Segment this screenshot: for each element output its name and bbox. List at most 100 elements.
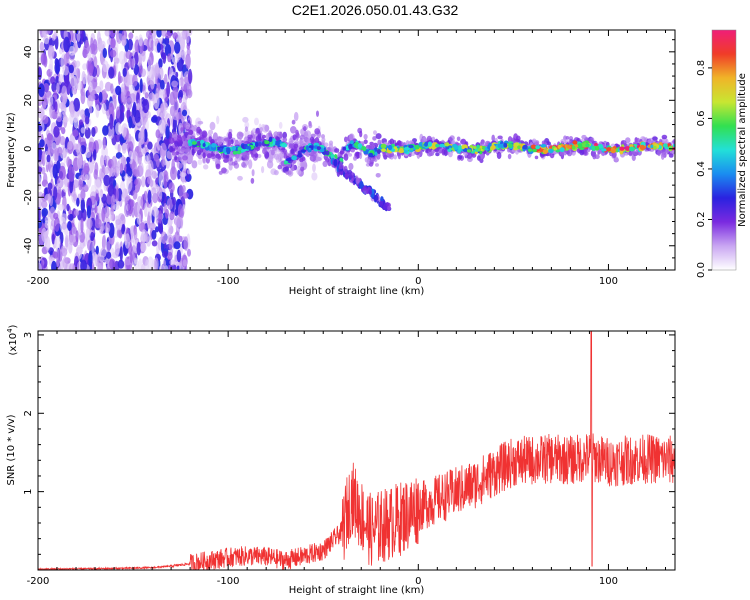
noise-cell [166, 197, 174, 210]
noise-cell [176, 249, 182, 263]
noise-cell [278, 121, 283, 129]
trace-cell [477, 155, 481, 161]
noise-cell [124, 233, 131, 249]
trace-core-cell [399, 148, 404, 153]
noise-cell [102, 136, 106, 150]
noise-cell [117, 259, 125, 269]
trace-cell [180, 147, 186, 152]
noise-cell [153, 257, 159, 270]
trace-core-cell [205, 146, 210, 151]
noise-cell [51, 81, 57, 93]
y-tick-label: -40 [23, 238, 34, 254]
noise-cell [141, 176, 146, 188]
noise-cell [146, 30, 150, 39]
trace-cell [660, 152, 665, 160]
trace-cell [560, 138, 567, 143]
trace-cell [343, 153, 349, 161]
noise-cell [67, 221, 72, 231]
noise-cell [151, 240, 158, 247]
trace-core-cell [457, 145, 463, 151]
noise-cell [80, 127, 86, 134]
noise-cell [169, 259, 176, 266]
trace-cell [355, 151, 361, 159]
noise-cell [251, 169, 255, 177]
noise-cell [176, 217, 183, 229]
noise-cell [174, 41, 181, 54]
noise-cell [38, 166, 43, 173]
noise-cell [44, 220, 50, 229]
trace-cell [672, 139, 675, 145]
trace-cell [224, 158, 230, 162]
noise-cell [185, 53, 191, 70]
y-tick-label: 2 [23, 410, 34, 416]
noise-cell [69, 213, 74, 221]
noise-cell [98, 192, 103, 199]
noise-cell [97, 262, 101, 270]
noise-cell [38, 181, 42, 191]
colorbar-title: Normalized spectral amplitude [737, 73, 748, 227]
trace-cell [177, 134, 182, 139]
trace-cell [198, 129, 203, 135]
trace-core-cell [291, 155, 297, 161]
noise-cell [54, 216, 60, 232]
noise-cell [80, 109, 85, 118]
noise-cell [68, 234, 75, 246]
noise-cell [158, 88, 166, 95]
colorbar-tick-label: 0.2 [696, 212, 707, 228]
noise-cell [141, 147, 146, 157]
noise-cell [46, 133, 53, 141]
noise-cell [66, 203, 70, 212]
trace-cell [507, 153, 512, 160]
noise-cell [88, 251, 93, 267]
noise-cell [54, 236, 61, 249]
noise-cell [186, 169, 191, 175]
trace-cell [294, 146, 298, 152]
noise-cell [137, 150, 142, 165]
noise-cell [83, 42, 90, 55]
noise-cell [110, 83, 114, 94]
trace-core-cell [591, 145, 597, 152]
trace-cell [169, 137, 175, 144]
noise-cell [138, 34, 143, 47]
colorbar-frame [711, 29, 737, 271]
noise-cell [158, 66, 164, 80]
noise-cell [42, 115, 49, 125]
noise-cell [138, 140, 142, 153]
trace-cell [359, 151, 363, 160]
noise-cell [171, 80, 179, 88]
trace-core-cell [488, 142, 492, 147]
noise-cell [132, 190, 138, 200]
noise-cell [62, 65, 70, 76]
trace-cell [353, 156, 357, 161]
noise-cell [95, 85, 101, 94]
noise-cell [172, 85, 179, 100]
noise-cell [92, 149, 97, 161]
noise-cell [171, 158, 176, 175]
trace-cell [233, 160, 238, 166]
trace-cell [279, 151, 285, 159]
trace-cell [363, 133, 368, 140]
noise-cell [183, 236, 189, 251]
noise-cell [178, 184, 184, 200]
trace-core-cell [237, 147, 243, 151]
noise-cell [81, 70, 86, 85]
noise-cell [139, 162, 144, 177]
noise-cell [308, 123, 313, 129]
trace-cell [312, 151, 317, 159]
noise-cell [139, 65, 143, 74]
trace-core-cell [540, 144, 547, 148]
noise-cell [172, 196, 176, 206]
trace-core-cell [467, 149, 472, 153]
noise-cell [121, 104, 125, 113]
noise-cell [67, 140, 73, 150]
trace-cell [372, 136, 377, 141]
trace-core-cell [672, 143, 675, 148]
trace-cell [185, 125, 190, 130]
trace-core-cell [572, 140, 578, 146]
noise-cell [127, 140, 134, 155]
noise-cell [162, 52, 167, 64]
trace-core-cell [236, 150, 242, 155]
trace-cell [299, 161, 305, 168]
noise-cell [46, 154, 51, 163]
